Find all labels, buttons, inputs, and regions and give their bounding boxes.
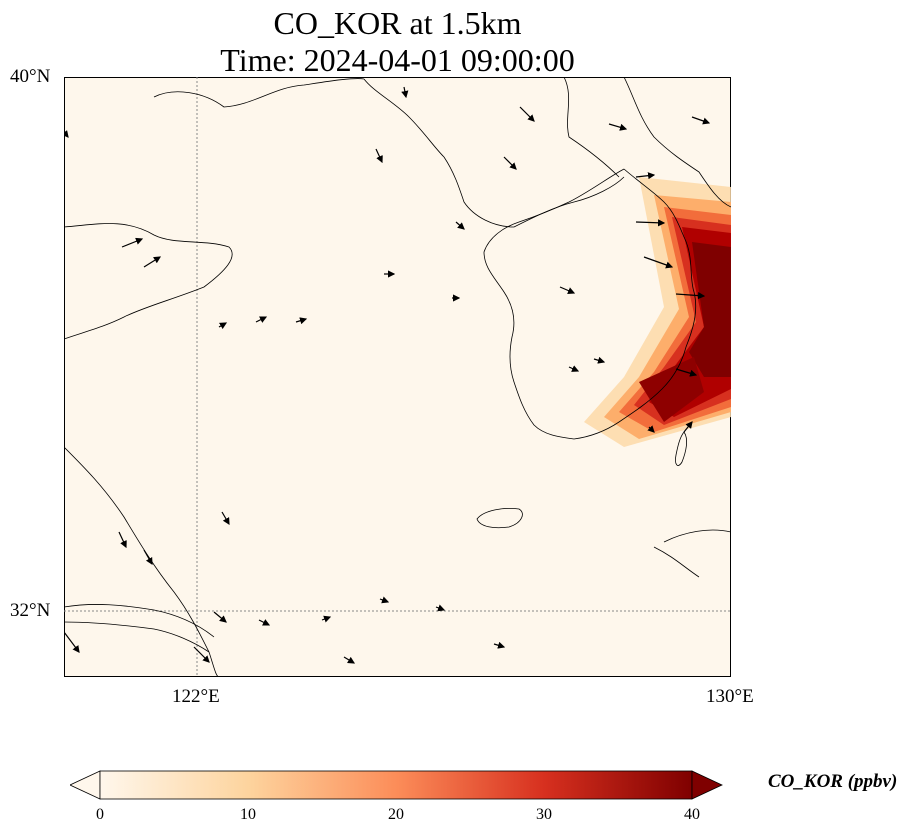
- lat-label-32n: 32°N: [10, 600, 51, 621]
- wind-vector: [375, 148, 383, 164]
- wind-vector: [503, 156, 517, 170]
- wind-vector: [691, 116, 711, 125]
- chart-title-line2: Time: 2024-04-01 09:00:00: [220, 42, 575, 78]
- wind-vector: [435, 604, 446, 612]
- wind-vector: [635, 172, 656, 180]
- wind-vectors: [64, 86, 711, 664]
- coastlines: [64, 77, 731, 677]
- colorbar-label: CO_KOR (ppbv): [768, 771, 898, 792]
- wind-vector: [493, 641, 506, 649]
- colorbar-extend-high: [691, 770, 723, 800]
- wind-vector: [608, 123, 628, 131]
- wind-vector: [401, 86, 409, 99]
- map-panel: [64, 77, 731, 677]
- wind-vector: [379, 596, 390, 604]
- colorbar-tick-0: 0: [96, 806, 104, 823]
- colorbar-tick-10: 10: [240, 806, 256, 823]
- lat-label-40n: 40°N: [10, 66, 51, 87]
- wind-vector: [143, 549, 153, 566]
- lon-label-122e: 122°E: [172, 686, 220, 707]
- wind-vector: [675, 368, 698, 377]
- lon-label-130e: 130°E: [706, 686, 754, 707]
- wind-vector: [221, 511, 230, 526]
- wind-vector: [321, 615, 332, 623]
- wind-vector: [683, 421, 693, 433]
- map-plot: [64, 77, 731, 677]
- wind-vector: [143, 256, 162, 268]
- colorbar-tick-30: 30: [536, 806, 552, 823]
- wind-vector: [193, 646, 210, 663]
- wind-vector: [118, 531, 127, 549]
- wind-vector: [258, 619, 271, 626]
- wind-vector: [647, 425, 655, 433]
- wind-vector: [64, 130, 69, 138]
- wind-vector: [213, 611, 227, 623]
- wind-vector: [635, 219, 666, 227]
- wind-vector: [295, 317, 308, 325]
- wind-vector: [218, 322, 228, 330]
- colorbar-gradient: [99, 770, 693, 800]
- colorbar: [70, 770, 723, 800]
- wind-vector: [593, 356, 606, 364]
- wind-vector: [64, 631, 80, 653]
- wind-vector: [519, 106, 535, 122]
- wind-vector: [343, 656, 356, 664]
- wind-vector: [121, 237, 144, 248]
- wind-vector: [643, 256, 674, 269]
- colorbar-tick-20: 20: [388, 806, 404, 823]
- chart-title-line1: CO_KOR at 1.5km: [273, 5, 522, 41]
- concentration-field: [584, 177, 731, 447]
- wind-vector: [255, 316, 268, 323]
- colorbar-tick-40: 40: [684, 806, 700, 823]
- colorbar-extend-low: [70, 770, 101, 800]
- wind-vector: [455, 221, 465, 230]
- wind-vector: [559, 286, 576, 294]
- wind-vector: [675, 291, 706, 300]
- wind-vector: [568, 365, 580, 372]
